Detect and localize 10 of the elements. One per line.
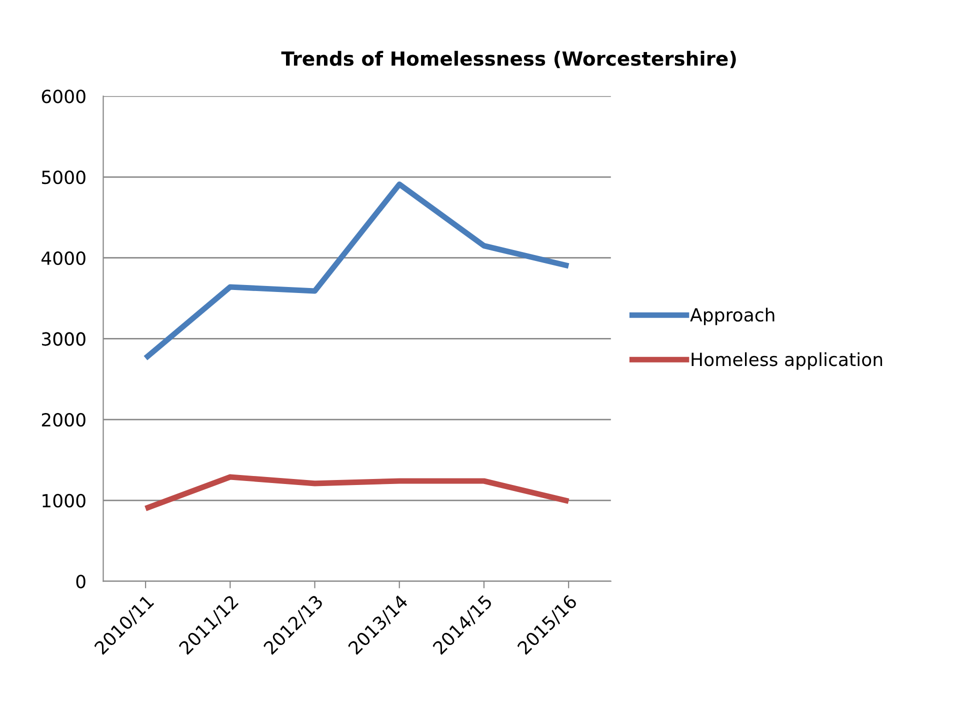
y-tick-label: 1000: [42, 494, 86, 508]
legend-label: Approach: [690, 308, 774, 326]
chart-title: Trends of Homelessness (Worcestershire): [281, 50, 736, 68]
y-tick-label: 2000: [42, 413, 86, 427]
y-tick-label: 6000: [42, 90, 86, 104]
y-tick-label: 5000: [42, 170, 86, 184]
y-tick-label: 0: [76, 574, 86, 588]
legend-label: Homeless application: [692, 352, 882, 370]
y-tick-label: 3000: [42, 332, 86, 346]
y-tick-label: 4000: [42, 251, 86, 265]
